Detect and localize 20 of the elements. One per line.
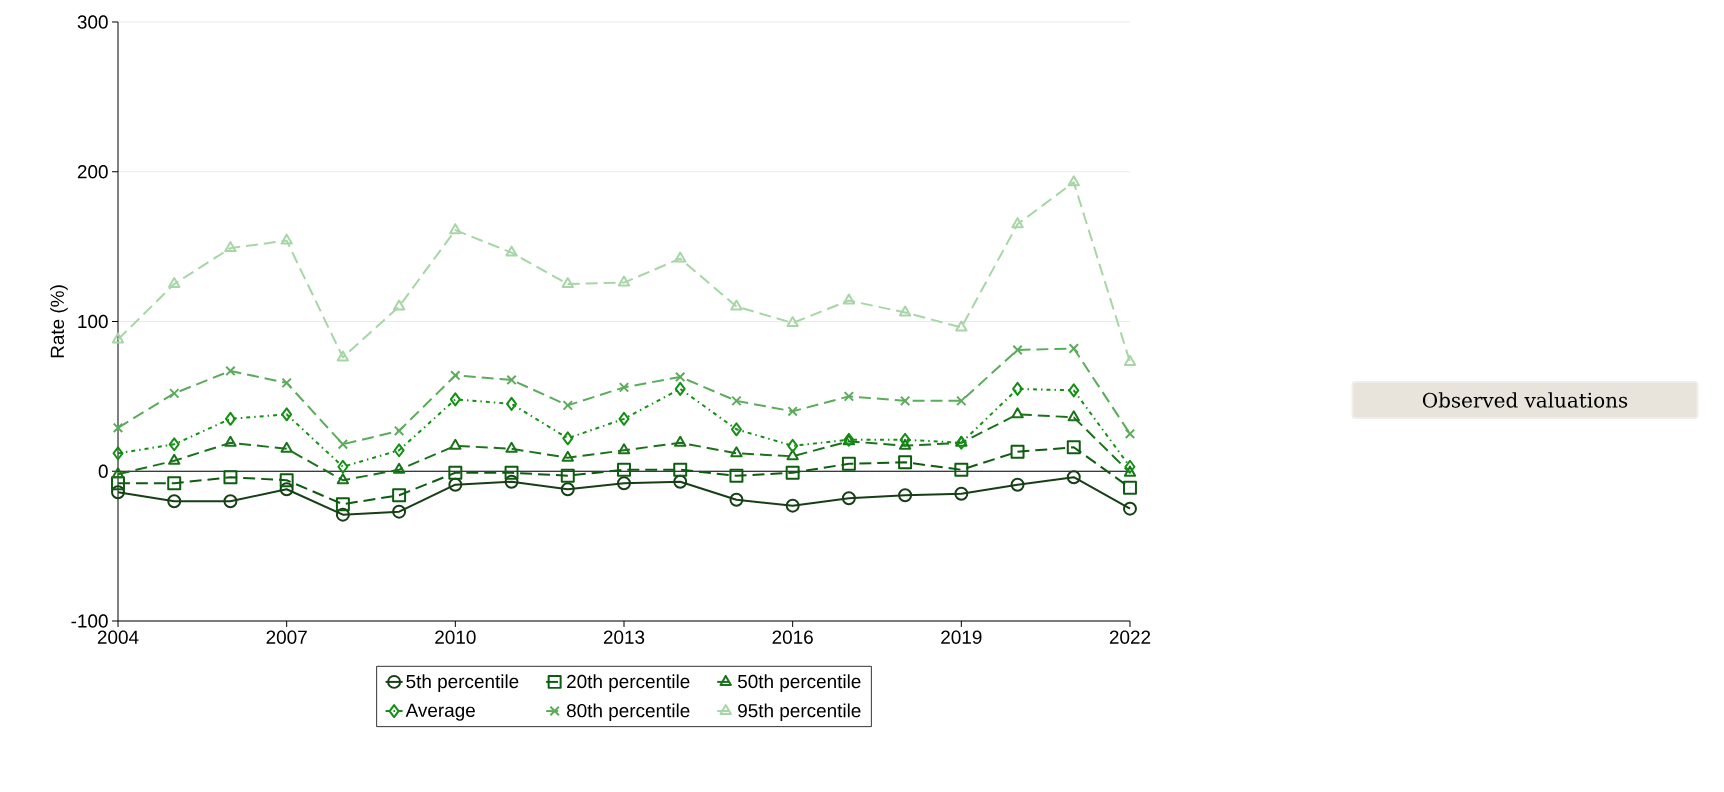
y-axis-title: Rate (%) (50, 285, 68, 358)
legend-label: 20th percentile (567, 674, 690, 692)
x-tick-label: 2019 (941, 630, 982, 644)
legend-label: 5th percentile (406, 674, 519, 692)
x-tick-label: 2004 (97, 630, 139, 644)
x-tick-label: 2007 (266, 630, 307, 644)
x-tick-label: 2010 (435, 630, 476, 644)
y-tick-label: 200 (77, 165, 108, 179)
legend-label: 80th percentile (566, 703, 690, 722)
text: Observed valuations (1422, 392, 1628, 408)
legend-label: 50th percentile (737, 674, 861, 692)
y-tick-label: 100 (78, 314, 108, 329)
legend-label: Average (405, 703, 475, 721)
y-tick-label: 0 (98, 464, 108, 478)
y-tick-label: 300 (77, 15, 108, 29)
y-tick-label: -100 (71, 614, 108, 628)
legend-label: 95th percentile (738, 703, 861, 722)
x-tick-label: 2013 (603, 630, 645, 644)
x-tick-label: 2022 (1109, 630, 1151, 644)
x-tick-label: 2016 (772, 630, 813, 644)
